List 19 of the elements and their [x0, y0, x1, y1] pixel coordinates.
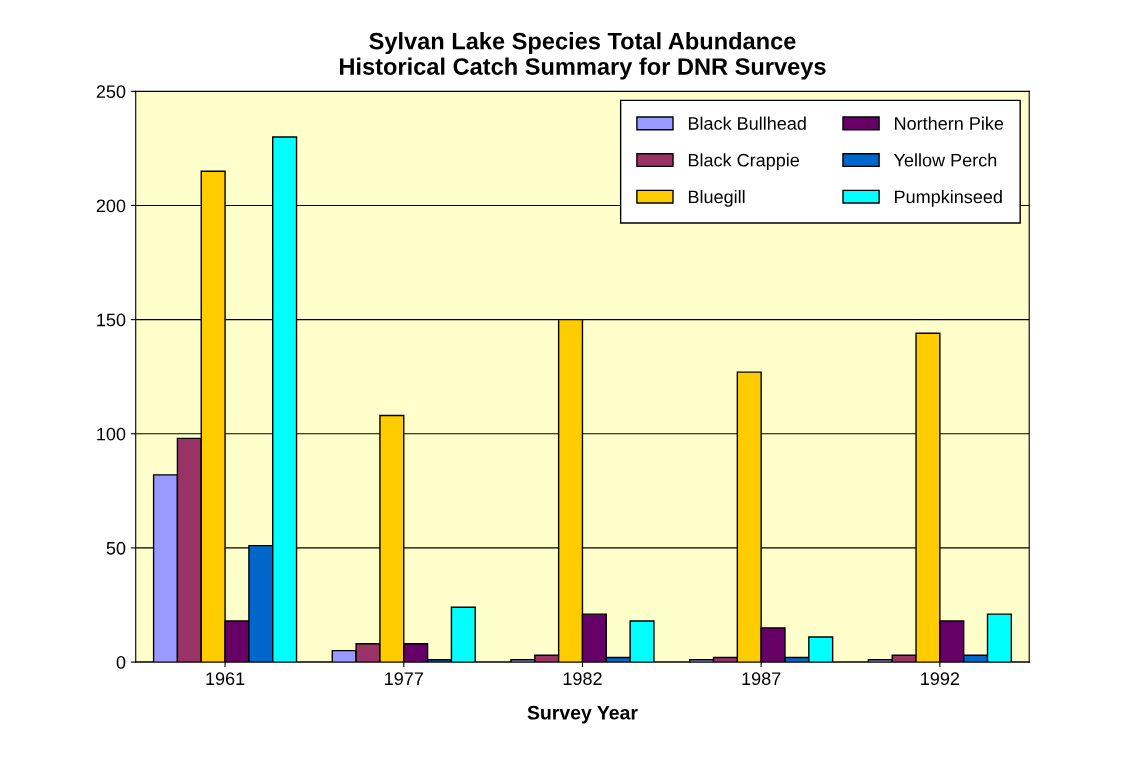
y-tick-label: 100 [97, 427, 126, 441]
x-tick-label: 1982 [563, 672, 602, 686]
x-axis-title: Survey Year [527, 705, 638, 724]
y-tick-label: 250 [96, 85, 126, 99]
legend-label: Yellow Perch [893, 153, 997, 167]
legend-label: Northern Pike [895, 116, 1004, 130]
x-tick-label: 1987 [742, 672, 781, 686]
legend-label: Pumpkinseed [895, 189, 1002, 207]
y-tick-label: 50 [106, 541, 126, 555]
legend-label: Bluegill [688, 189, 745, 207]
x-tick-label: 1961 [206, 672, 245, 686]
x-tick-label: 1977 [385, 672, 423, 686]
chart-title: Sylvan Lake Species Total Abundance Historical Catch Summary for DNR Surveys [339, 32, 826, 80]
x-tick-label: 1992 [921, 672, 960, 686]
legend-label: Black Bullhead [688, 116, 806, 130]
legend-label: Black Crappie [688, 153, 800, 171]
y-tick-label: 0 [116, 656, 126, 669]
y-tick-label: 150 [97, 313, 126, 327]
y-tick-label: 200 [96, 199, 126, 213]
